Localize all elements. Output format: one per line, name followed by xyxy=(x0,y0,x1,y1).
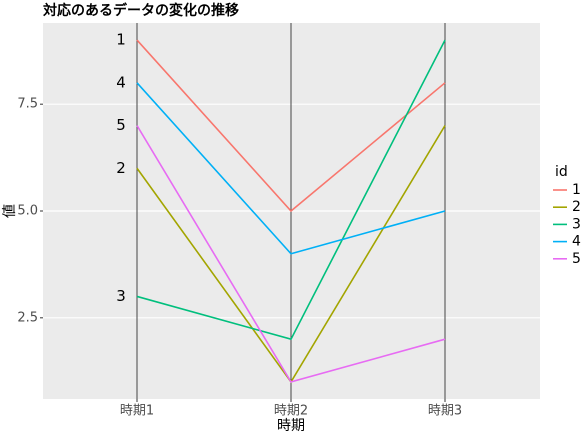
series-line xyxy=(136,39,446,213)
series-line xyxy=(136,82,446,255)
legend-label: 4 xyxy=(572,234,581,250)
x-tick-label: 時期2 xyxy=(274,404,308,419)
legend-label: 5 xyxy=(572,251,581,267)
x-axis-title: 時期 xyxy=(277,418,305,434)
series-label: 1 xyxy=(116,31,126,49)
series-label: 2 xyxy=(116,159,126,177)
legend-label: 3 xyxy=(572,216,581,232)
y-tick-label: 2.5 xyxy=(17,310,38,325)
y-tick-label: 7.5 xyxy=(17,97,38,112)
legend-title: id xyxy=(555,164,568,180)
series-line xyxy=(136,39,446,341)
legend-label: 2 xyxy=(572,199,581,215)
chart-title: 対応のあるデータの変化の推移 xyxy=(42,2,239,19)
x-tick-label: 時期3 xyxy=(428,404,462,419)
legend-label: 1 xyxy=(572,182,581,198)
series-line xyxy=(136,125,446,383)
y-axis-title: 値 xyxy=(2,204,18,218)
series-label: 5 xyxy=(116,116,126,134)
series-label: 4 xyxy=(116,73,126,91)
y-tick-label: 5.0 xyxy=(17,204,38,219)
series-label: 3 xyxy=(116,287,126,305)
x-tick-label: 時期1 xyxy=(120,404,154,419)
marks xyxy=(136,39,446,384)
